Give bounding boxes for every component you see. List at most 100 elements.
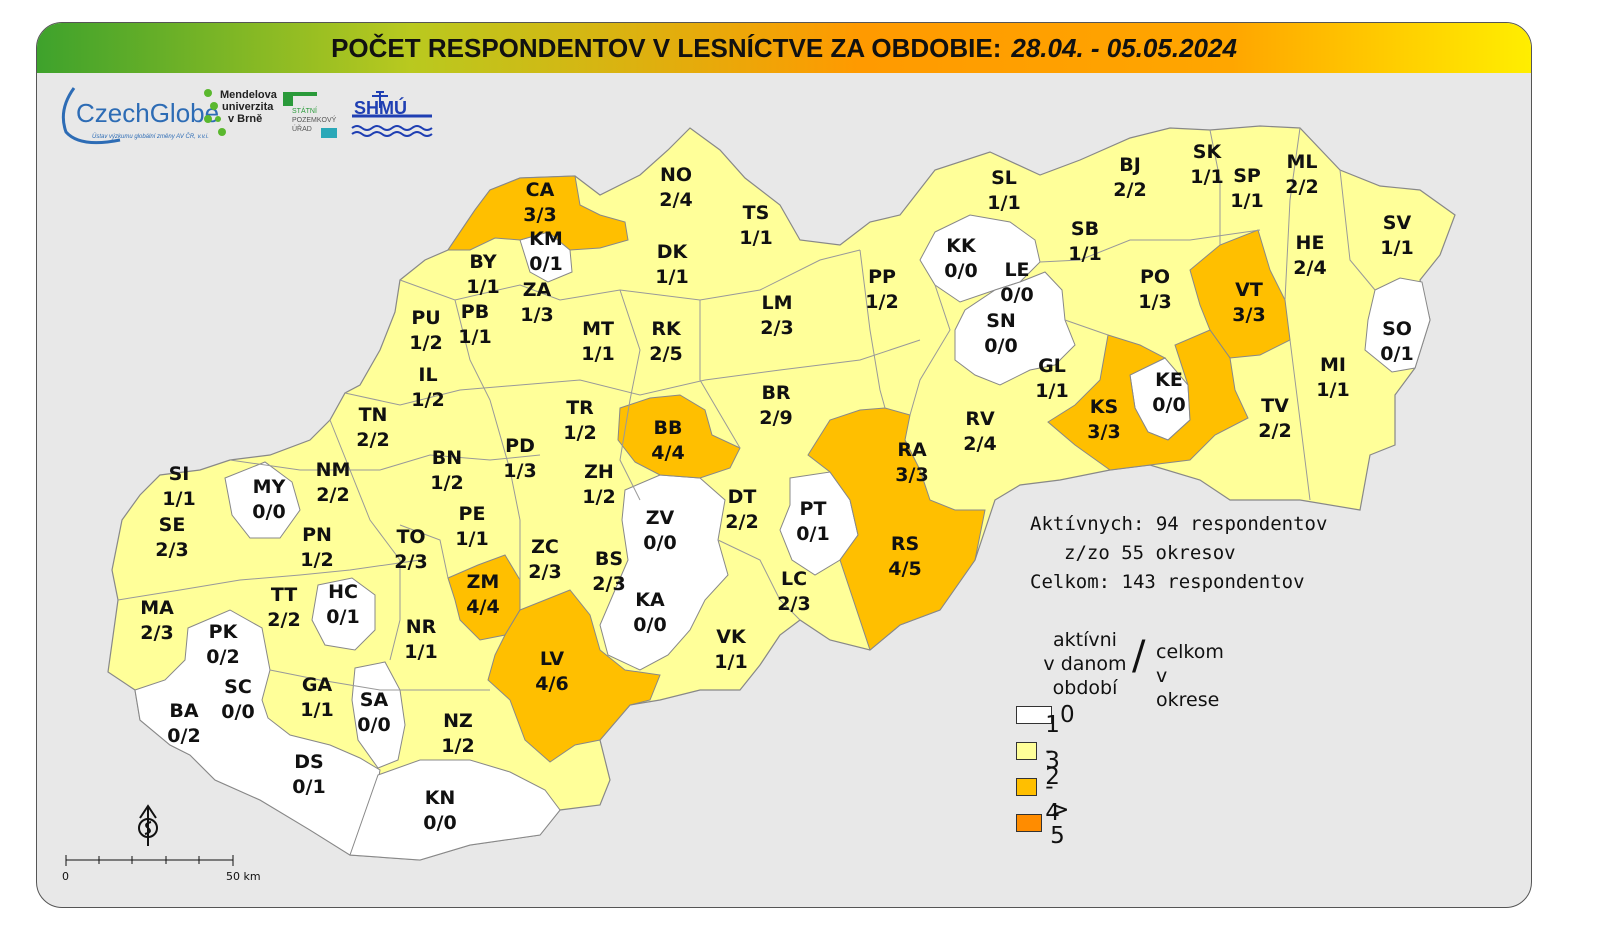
district-shape-ca xyxy=(447,175,629,251)
district-code-ks: KS xyxy=(1090,396,1118,418)
legend-swatch-2 xyxy=(1016,778,1038,796)
district-code-rs: RS xyxy=(891,533,919,555)
mendelu-line-3: v Brně xyxy=(228,113,262,125)
district-code-po: PO xyxy=(1140,266,1170,288)
district-code-ba: BA xyxy=(169,700,198,722)
district-code-si: SI xyxy=(169,463,190,485)
district-count-si: 1/1 xyxy=(162,488,195,510)
district-count-no: 2/4 xyxy=(659,189,692,211)
district-count-zm: 4/4 xyxy=(466,596,499,618)
district-count-pt: 0/1 xyxy=(796,523,829,545)
district-shape-ra-rs xyxy=(807,407,986,651)
district-count-ml: 2/2 xyxy=(1285,176,1318,198)
district-code-pe: PE xyxy=(459,503,486,525)
scale-start-label: 0 xyxy=(62,870,69,883)
district-count-he: 2/4 xyxy=(1293,257,1326,279)
legend-label-1: 1 - 2 xyxy=(1045,712,1060,790)
scale-end-label: 50 km xyxy=(226,870,261,883)
district-code-tt: TT xyxy=(271,584,297,606)
district-count-lm: 2/3 xyxy=(760,317,793,339)
district-code-kn: KN xyxy=(425,787,456,809)
district-count-sv: 1/1 xyxy=(1380,237,1413,259)
district-count-vt: 3/3 xyxy=(1232,304,1265,326)
district-code-ka: KA xyxy=(635,589,665,611)
district-shape-le-sn xyxy=(954,271,1076,386)
legend-swatch-3 xyxy=(1016,814,1043,832)
district-count-pe: 1/1 xyxy=(455,528,488,550)
district-count-zh: 1/2 xyxy=(582,486,615,508)
spu-teal-square-icon xyxy=(321,128,337,138)
district-code-tr: TR xyxy=(566,397,594,419)
district-count-rk: 2/5 xyxy=(649,343,682,365)
legend-right-line-2: v okrese xyxy=(1156,665,1220,711)
stats-districts: z/zo 55 okresov xyxy=(1064,542,1236,564)
title-period: 28.04. - 05.05.2024 xyxy=(1011,32,1237,63)
district-code-ml: ML xyxy=(1286,151,1317,173)
district-code-sv: SV xyxy=(1383,212,1412,234)
district-shape-so xyxy=(1364,277,1431,373)
mendelu-line-1: Mendelova xyxy=(220,89,278,101)
district-code-pb: PB xyxy=(461,301,489,323)
district-code-za: ZA xyxy=(523,279,552,301)
district-code-ts: TS xyxy=(743,202,770,224)
district-code-pd: PD xyxy=(505,435,535,457)
district-code-he: HE xyxy=(1296,232,1325,254)
district-count-kn: 0/0 xyxy=(423,812,456,834)
district-count-lc: 2/3 xyxy=(777,593,810,615)
district-count-nr: 1/1 xyxy=(404,641,437,663)
district-count-tv: 2/2 xyxy=(1258,420,1291,442)
district-code-no: NO xyxy=(660,164,692,186)
district-code-mt: MT xyxy=(582,318,614,340)
district-code-nz: NZ xyxy=(443,710,473,732)
district-code-rv: RV xyxy=(965,408,995,430)
district-count-to: 2/3 xyxy=(394,551,427,573)
district-count-gl: 1/1 xyxy=(1035,380,1068,402)
title-bar: POČET RESPONDENTOV V LESNÍCTVE ZA OBDOBI… xyxy=(37,23,1531,73)
district-code-bb: BB xyxy=(654,417,683,439)
district-code-to: TO xyxy=(396,526,425,548)
district-code-km: KM xyxy=(529,228,563,250)
district-count-pn: 1/2 xyxy=(300,549,333,571)
legend-label-2: 3 - 4 xyxy=(1045,748,1060,826)
district-code-sc: SC xyxy=(224,676,252,698)
district-count-po: 1/3 xyxy=(1138,291,1171,313)
district-code-zv: ZV xyxy=(646,507,675,529)
district-count-se: 2/3 xyxy=(155,539,188,561)
district-code-sn: SN xyxy=(986,310,1016,332)
district-count-ke: 0/0 xyxy=(1152,394,1185,416)
district-count-ra: 3/3 xyxy=(895,464,928,486)
scale-bar xyxy=(65,855,234,866)
district-count-mt: 1/1 xyxy=(581,343,614,365)
district-code-bj: BJ xyxy=(1119,154,1141,176)
legend-item-1: 1 - 2 xyxy=(1016,712,1075,790)
district-shape-kn xyxy=(349,759,561,861)
district-code-tn: TN xyxy=(359,404,388,426)
district-code-nr: NR xyxy=(406,616,437,638)
district-code-hc: HC xyxy=(328,581,358,603)
north-arrow-icon xyxy=(138,804,158,846)
district-count-lv: 4/6 xyxy=(535,673,568,695)
district-code-zm: ZM xyxy=(467,571,500,593)
district-count-kk: 0/0 xyxy=(944,260,977,282)
district-count-vk: 1/1 xyxy=(714,651,747,673)
district-code-bn: BN xyxy=(432,447,462,469)
spu-green-bar-icon xyxy=(293,92,317,96)
district-count-sk: 1/1 xyxy=(1190,166,1223,188)
logos: CzechGlobe Ústav výzkumu globální změny … xyxy=(61,87,433,145)
title-main: POČET RESPONDENTOV V LESNÍCTVE ZA OBDOBI… xyxy=(331,32,1002,63)
district-boundaries xyxy=(117,127,1376,691)
district-count-il: 1/2 xyxy=(411,389,444,411)
country-outline xyxy=(107,125,1456,861)
district-shape-lv xyxy=(487,589,661,763)
legend-active-caption: aktívni v danom období xyxy=(1040,628,1130,700)
district-count-rv: 2/4 xyxy=(963,433,996,455)
legend-label-0: 0 xyxy=(1060,702,1075,728)
legend-swatch-1 xyxy=(1016,742,1038,760)
legend-left-line-3: období xyxy=(1052,677,1118,699)
district-shape-sa xyxy=(351,661,406,769)
spu-line-3: ÚŘAD xyxy=(292,124,312,133)
czechglobe-logo: CzechGlobe xyxy=(76,98,219,128)
district-shape-ks xyxy=(1047,329,1249,471)
district-count-dk: 1/1 xyxy=(655,266,688,288)
district-count-zc: 2/3 xyxy=(528,561,561,583)
